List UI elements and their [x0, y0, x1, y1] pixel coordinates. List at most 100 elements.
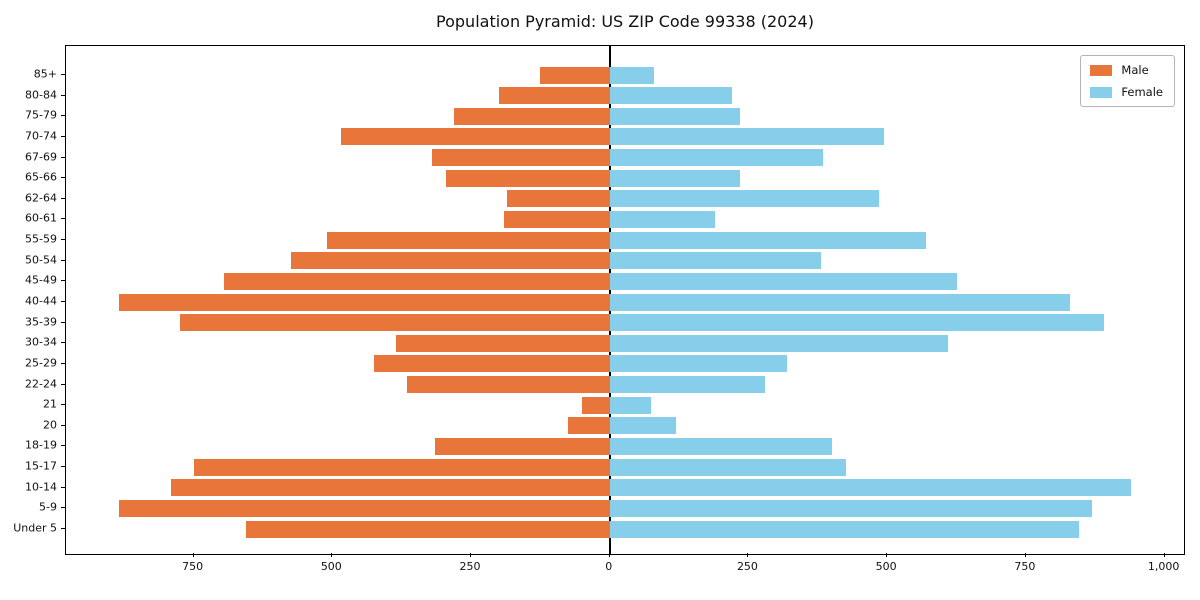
bar-female-55-59	[609, 231, 926, 249]
bar-female-30-34	[609, 334, 949, 352]
chart-title: Population Pyramid: US ZIP Code 99338 (2…	[436, 12, 814, 31]
y-tick-label: 25-29	[25, 356, 57, 370]
bar-male-70-74	[340, 128, 610, 146]
bar-female-67-69	[609, 149, 824, 167]
x-tick-label: 500	[320, 560, 342, 573]
y-tick-mark	[61, 466, 65, 468]
bar-male-10-14	[171, 479, 610, 497]
y-tick-label: 70-74	[25, 129, 57, 143]
bar-male-45-49	[224, 272, 610, 290]
bar-female-62-64	[609, 190, 879, 208]
y-tick-label: 5-9	[39, 500, 57, 514]
bar-male-under-5	[246, 520, 610, 538]
y-tick-mark	[61, 94, 65, 96]
x-tick-mark	[470, 553, 472, 557]
y-tick-label: 55-59	[25, 232, 57, 246]
bar-male-80-84	[498, 87, 610, 105]
y-tick-label: 20	[43, 418, 57, 432]
y-tick-label: 45-49	[25, 273, 57, 287]
y-tick-label: 60-61	[25, 211, 57, 225]
legend-entry-male: Male	[1090, 63, 1163, 77]
y-tick-mark	[61, 342, 65, 344]
y-tick-label: 10-14	[25, 480, 57, 494]
bar-male-75-79	[454, 107, 610, 125]
x-tick-mark	[1163, 553, 1165, 557]
y-tick-mark	[61, 383, 65, 385]
bar-female-18-19	[609, 437, 832, 455]
bar-male-20	[568, 417, 610, 435]
bar-male-30-34	[396, 334, 610, 352]
y-tick-mark	[61, 259, 65, 261]
bar-female-21	[609, 396, 652, 414]
y-tick-label: 50-54	[25, 253, 57, 267]
x-tick-mark	[747, 553, 749, 557]
y-tick-label: 67-69	[25, 150, 57, 164]
x-tick-label: 500	[875, 560, 897, 573]
bar-female-75-79	[609, 107, 741, 125]
x-tick-mark	[1024, 553, 1026, 557]
bar-female-15-17	[609, 458, 846, 476]
bar-male-85+	[540, 66, 610, 84]
x-tick-mark	[886, 553, 888, 557]
bar-female-85+	[609, 66, 655, 84]
y-tick-label: 35-39	[25, 315, 57, 329]
y-tick-mark	[61, 280, 65, 282]
bar-male-62-64	[507, 190, 610, 208]
legend-label-female: Female	[1121, 85, 1163, 99]
bar-male-18-19	[434, 437, 610, 455]
bar-female-70-74	[609, 128, 885, 146]
bar-male-22-24	[407, 376, 610, 394]
x-tick-label: 250	[459, 560, 481, 573]
y-tick-mark	[61, 507, 65, 509]
y-tick-mark	[61, 239, 65, 241]
y-tick-mark	[61, 177, 65, 179]
y-tick-label: 30-34	[25, 335, 57, 349]
y-tick-mark	[61, 321, 65, 323]
bar-female-22-24	[609, 376, 766, 394]
y-tick-label: 22-24	[25, 377, 57, 391]
plot-area: Male Female	[65, 45, 1185, 555]
x-tick-label: 750	[1014, 560, 1036, 573]
y-tick-mark	[61, 362, 65, 364]
bar-male-50-54	[290, 252, 610, 270]
y-tick-label: 40-44	[25, 294, 57, 308]
y-tick-label: 18-19	[25, 438, 57, 452]
bar-female-35-39	[609, 314, 1104, 332]
y-tick-mark	[61, 74, 65, 75]
bar-female-under-5	[609, 520, 1079, 538]
bar-male-40-44	[118, 293, 610, 311]
y-tick-label: 75-79	[25, 108, 57, 122]
y-tick-mark	[61, 424, 65, 426]
y-tick-mark	[61, 197, 65, 199]
bar-male-35-39	[179, 314, 610, 332]
y-tick-mark	[61, 115, 65, 117]
bar-male-25-29	[373, 355, 610, 373]
bar-female-60-61	[609, 210, 716, 228]
bar-male-21	[582, 396, 610, 414]
y-tick-label: 62-64	[25, 191, 57, 205]
bar-male-55-59	[326, 231, 610, 249]
bar-female-5-9	[609, 499, 1093, 517]
y-tick-mark	[61, 486, 65, 488]
bar-female-45-49	[609, 272, 957, 290]
y-tick-mark	[61, 404, 65, 406]
bar-male-60-61	[504, 210, 610, 228]
y-tick-label: 21	[43, 397, 57, 411]
x-tick-mark	[608, 553, 610, 557]
bar-male-65-66	[446, 169, 610, 187]
bar-male-15-17	[193, 458, 610, 476]
y-tick-mark	[61, 528, 65, 529]
x-tick-mark	[192, 553, 194, 557]
bar-female-20	[609, 417, 677, 435]
bar-female-40-44	[609, 293, 1071, 311]
y-tick-label: 80-84	[25, 88, 57, 102]
legend-swatch-female-icon	[1090, 86, 1113, 98]
bar-female-65-66	[609, 169, 741, 187]
bar-male-67-69	[432, 149, 610, 167]
y-tick-label: 85+	[33, 67, 57, 81]
legend-swatch-male-icon	[1090, 64, 1113, 76]
bar-male-5-9	[118, 499, 610, 517]
x-tick-label: 250	[736, 560, 758, 573]
x-tick-label: 0	[605, 560, 613, 573]
